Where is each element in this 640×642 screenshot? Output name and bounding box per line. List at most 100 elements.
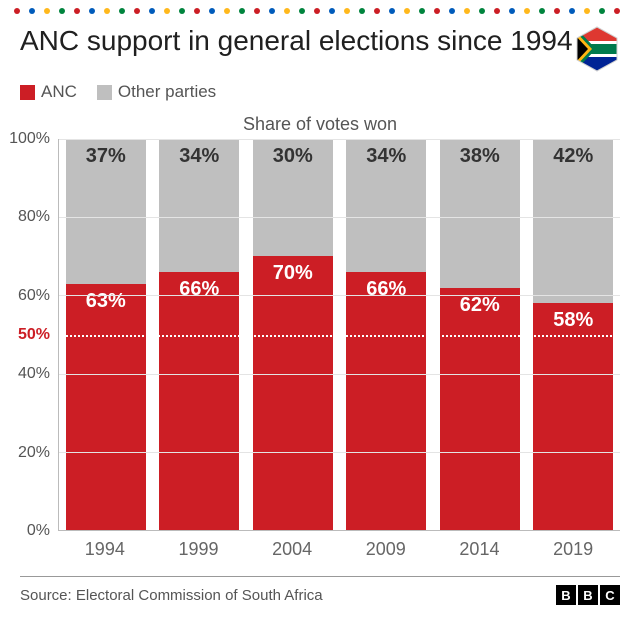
decorative-dot <box>224 8 230 14</box>
decorative-dot <box>599 8 605 14</box>
grid-line <box>59 452 620 453</box>
legend-label: ANC <box>41 82 77 102</box>
bbc-logo-letter: C <box>600 585 620 605</box>
decorative-dot <box>89 8 95 14</box>
chart-title: ANC support in general elections since 1… <box>20 24 574 58</box>
decorative-dot <box>389 8 395 14</box>
decorative-dot <box>194 8 200 14</box>
decorative-dot <box>314 8 320 14</box>
decorative-dot <box>254 8 260 14</box>
decorative-dot <box>329 8 335 14</box>
grid-line <box>59 295 620 296</box>
decorative-dot <box>449 8 455 14</box>
bar-segment-anc: 58% <box>533 303 613 530</box>
bar-value-label: 62% <box>460 294 500 317</box>
decorative-dot <box>479 8 485 14</box>
y-tick-label: 60% <box>18 287 50 305</box>
decorative-dot <box>554 8 560 14</box>
x-tick-label: 1999 <box>158 539 238 560</box>
bbc-logo: BBC <box>556 585 620 605</box>
bar-segment-other: 34% <box>159 139 239 272</box>
decorative-dot <box>119 8 125 14</box>
x-tick-label: 2004 <box>252 539 332 560</box>
bbc-logo-letter: B <box>556 585 576 605</box>
y-tick-label: 100% <box>9 130 50 148</box>
decorative-dot <box>269 8 275 14</box>
decorative-dot <box>104 8 110 14</box>
bar-value-label: 63% <box>86 290 126 313</box>
x-tick-label: 2014 <box>439 539 519 560</box>
decorative-dot <box>284 8 290 14</box>
legend-swatch <box>97 85 112 100</box>
plot-area: 63% 37% 66% 34% 70% 30% 66% 34% 62% 38% 58% 42% <box>58 139 620 531</box>
x-axis-labels: 1994 1999 2004 2009 2014 2019 <box>0 531 640 560</box>
decorative-dot <box>44 8 50 14</box>
decorative-dot <box>494 8 500 14</box>
bar-segment-other: 38% <box>440 139 520 288</box>
grid-line <box>59 217 620 218</box>
decorative-dot <box>359 8 365 14</box>
bar-value-label: 34% <box>179 145 219 168</box>
y-tick-label: 80% <box>18 208 50 226</box>
decorative-dot <box>134 8 140 14</box>
bar-segment-other: 34% <box>346 139 426 272</box>
bar-segment-other: 30% <box>253 139 333 256</box>
decorative-dot <box>614 8 620 14</box>
y-tick-label: 0% <box>27 522 50 540</box>
grid-line <box>59 139 620 140</box>
decorative-dot <box>419 8 425 14</box>
bar-segment-other: 42% <box>533 139 613 303</box>
bar-segment-anc: 63% <box>66 284 146 530</box>
bar-value-label: 37% <box>86 145 126 168</box>
decorative-dot <box>584 8 590 14</box>
bar-value-label: 38% <box>460 145 500 168</box>
bar-value-label: 70% <box>273 262 313 285</box>
south-africa-flag-icon <box>574 26 620 72</box>
bar-value-label: 58% <box>553 309 593 332</box>
bar-segment-anc: 70% <box>253 256 333 530</box>
decorative-dot <box>164 8 170 14</box>
chart: 0%20%40%50%60%80%100% 63%37%66%34%70%30%… <box>0 139 640 531</box>
decorative-dot <box>464 8 470 14</box>
decorative-dot <box>344 8 350 14</box>
source-text: Source: Electoral Commission of South Af… <box>20 587 323 604</box>
decorative-dot <box>179 8 185 14</box>
decorative-dot <box>374 8 380 14</box>
y-tick-label: 20% <box>18 444 50 462</box>
y-tick-label: 40% <box>18 365 50 383</box>
decorative-dot <box>299 8 305 14</box>
bbc-logo-letter: B <box>578 585 598 605</box>
decorative-dot <box>434 8 440 14</box>
bar-segment-anc: 62% <box>440 288 520 530</box>
decorative-dot-row <box>0 0 640 20</box>
decorative-dot <box>239 8 245 14</box>
bar-value-label: 66% <box>179 278 219 301</box>
legend-swatch <box>20 85 35 100</box>
legend-item-anc: ANC <box>20 82 77 102</box>
decorative-dot <box>539 8 545 14</box>
decorative-dot <box>524 8 530 14</box>
bar-value-label: 30% <box>273 145 313 168</box>
bar-value-label: 42% <box>553 145 593 168</box>
reference-line-50pct <box>59 335 620 337</box>
decorative-dot <box>14 8 20 14</box>
bar-segment-anc: 66% <box>159 272 239 530</box>
bar-value-label: 66% <box>366 278 406 301</box>
legend: ANC Other parties <box>0 72 640 106</box>
decorative-dot <box>74 8 80 14</box>
decorative-dot <box>569 8 575 14</box>
legend-item-other: Other parties <box>97 82 216 102</box>
x-tick-label: 2019 <box>533 539 613 560</box>
decorative-dot <box>509 8 515 14</box>
decorative-dot <box>59 8 65 14</box>
bar-segment-anc: 66% <box>346 272 426 530</box>
bar-value-label: 34% <box>366 145 406 168</box>
decorative-dot <box>404 8 410 14</box>
y-axis: 0%20%40%50%60%80%100% <box>0 139 56 531</box>
x-tick-label: 2009 <box>346 539 426 560</box>
grid-line <box>59 374 620 375</box>
bar-segment-other: 37% <box>66 139 146 284</box>
legend-label: Other parties <box>118 82 216 102</box>
x-tick-label: 1994 <box>65 539 145 560</box>
y-tick-label: 50% <box>18 326 50 344</box>
